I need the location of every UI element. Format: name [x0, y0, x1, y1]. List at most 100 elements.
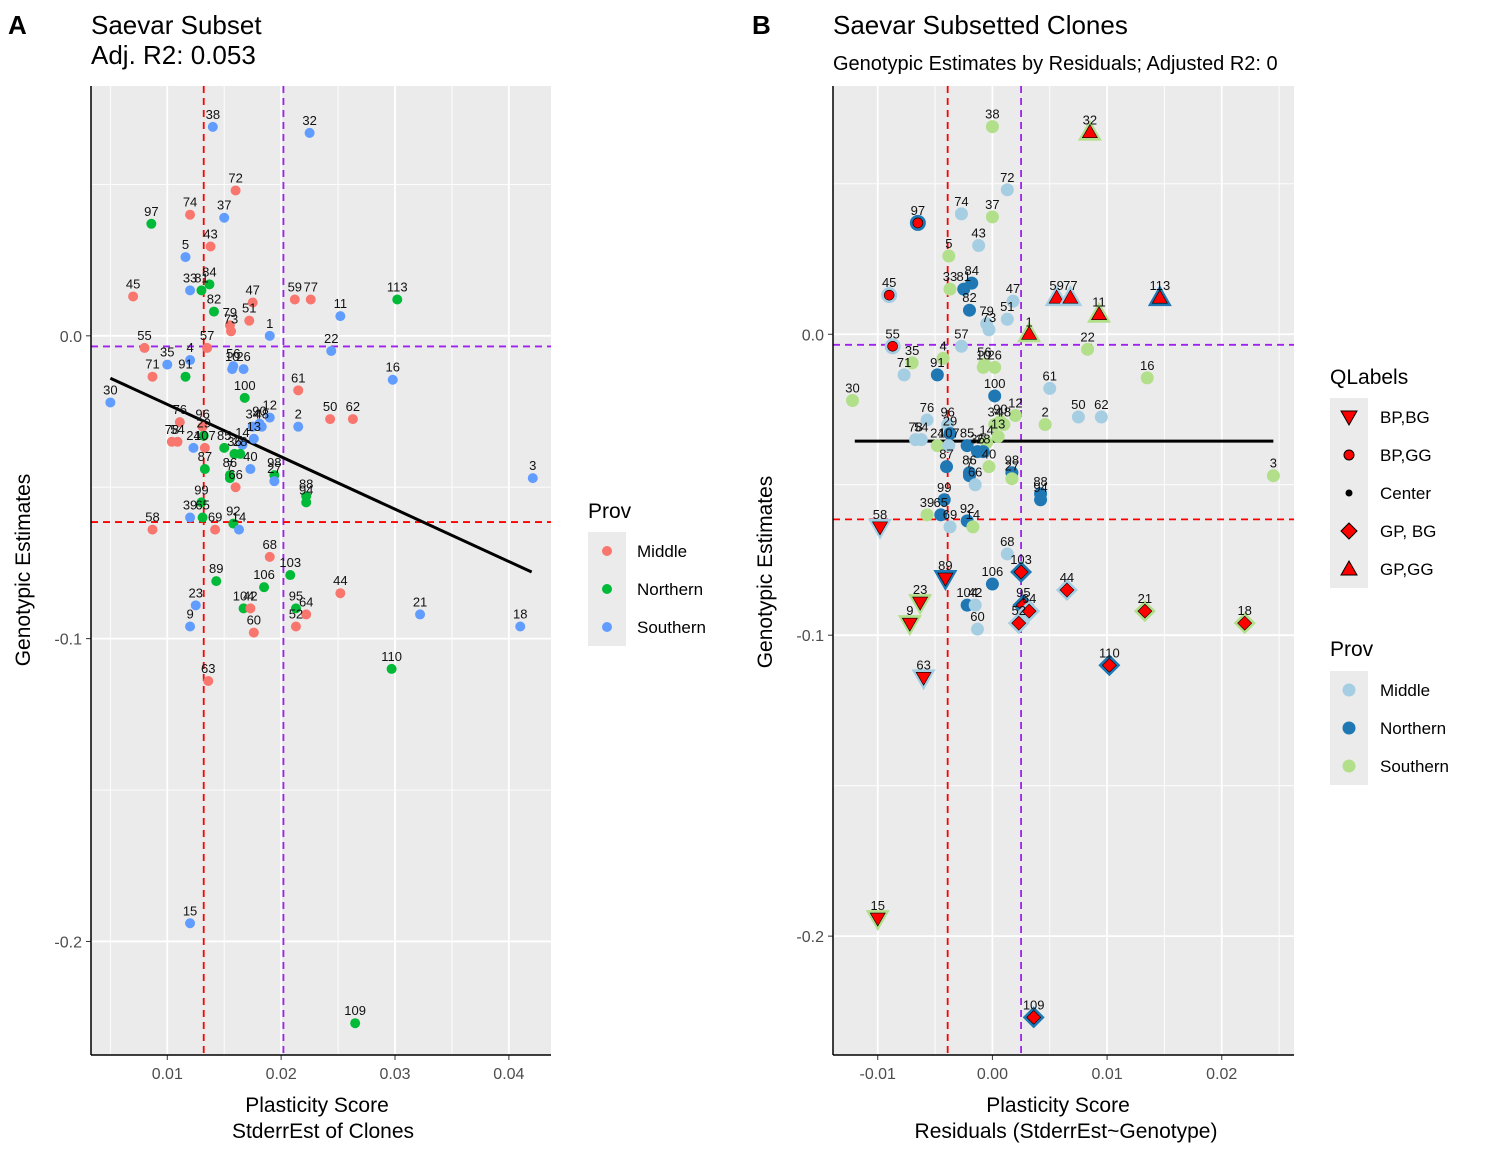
point-label: 54	[914, 420, 928, 435]
point-label: 35	[905, 343, 919, 358]
point-label: 98	[267, 455, 281, 470]
data-point	[1000, 547, 1014, 561]
legend-q-label: BP,GG	[1380, 446, 1432, 465]
point-label: 79	[979, 304, 993, 319]
point-label: 91	[178, 357, 192, 372]
point-label: 100	[984, 376, 1006, 391]
data-point	[415, 609, 426, 620]
data-point	[966, 520, 980, 534]
data-point	[883, 289, 895, 301]
data-point	[988, 389, 1002, 403]
point-label: 18	[513, 607, 527, 622]
point-label: 64	[299, 594, 313, 609]
point-label: 44	[1060, 570, 1074, 585]
point-label: 79	[223, 305, 237, 320]
point-label: 51	[242, 301, 256, 316]
data-point	[147, 524, 158, 535]
point-label: 9	[186, 607, 193, 622]
point-label: 100	[234, 378, 256, 393]
data-point	[985, 577, 999, 591]
point-label: 61	[1043, 368, 1057, 383]
data-point	[954, 339, 968, 353]
data-point	[1101, 657, 1117, 673]
point-label: 84	[965, 263, 979, 278]
legend-q-label: GP, BG	[1380, 522, 1436, 541]
data-point	[290, 603, 301, 614]
data-point	[1094, 410, 1108, 424]
data-point	[325, 414, 336, 425]
point-label: 23	[913, 582, 927, 597]
point-label: 81	[956, 269, 970, 284]
point-label: 65	[195, 498, 209, 513]
point-label: 107	[194, 428, 216, 443]
data-point	[301, 497, 312, 508]
data-point	[190, 600, 201, 611]
data-point	[991, 430, 1005, 444]
data-point	[912, 596, 929, 611]
data-point	[869, 912, 886, 927]
point-label: 30	[103, 382, 117, 397]
data-point	[248, 627, 259, 638]
point-label: 13	[991, 417, 1005, 432]
point-label: 58	[145, 510, 159, 525]
point-label: 94	[299, 482, 313, 497]
data-point	[934, 508, 948, 522]
x-tick-label: 0.02	[1206, 1066, 1237, 1083]
y-tick-label: 0.0	[60, 329, 82, 346]
point-label: 43	[203, 226, 217, 241]
point-label: 39	[183, 498, 197, 513]
point-label: 74	[183, 195, 197, 210]
data-point	[940, 460, 954, 474]
point-label: 82	[207, 292, 221, 307]
data-point	[912, 217, 924, 229]
data-point	[915, 672, 932, 686]
data-point	[219, 442, 230, 453]
data-point	[1048, 289, 1065, 304]
point-label: 95	[289, 588, 303, 603]
point-label: 77	[304, 279, 318, 294]
data-point	[290, 621, 301, 632]
y-tick-label: -0.1	[54, 632, 82, 649]
data-point	[943, 520, 957, 534]
point-label: 87	[198, 449, 212, 464]
legend-b-prov-label: Southern	[1380, 757, 1449, 776]
panel-b-subtitle: Genotypic Estimates by Residuals; Adjust…	[833, 53, 1278, 75]
data-point	[235, 448, 246, 459]
data-point	[245, 464, 256, 475]
point-label: 2	[1042, 405, 1049, 420]
point-label: 57	[954, 326, 968, 341]
data-point	[968, 478, 982, 492]
point-label: 36	[970, 432, 984, 447]
point-label: 84	[202, 264, 216, 279]
x-tick-label: 0.02	[266, 1066, 297, 1083]
data-point	[1000, 312, 1014, 326]
point-label: 76	[920, 400, 934, 415]
point-label: 37	[985, 197, 999, 212]
point-label: 21	[1138, 591, 1152, 606]
point-label: 69	[943, 507, 957, 522]
x-tick-label: 0.01	[152, 1066, 183, 1083]
data-point	[139, 342, 150, 353]
y-tick-label: 0.0	[802, 327, 824, 344]
data-point	[386, 663, 397, 674]
point-label: 52	[289, 607, 303, 622]
point-label: 72	[1000, 170, 1014, 185]
point-label: 88	[299, 476, 313, 491]
data-point	[196, 285, 207, 296]
data-point	[943, 282, 957, 296]
data-point	[968, 598, 982, 612]
data-point	[985, 120, 999, 134]
data-point	[146, 218, 157, 229]
point-label: 103	[1010, 552, 1032, 567]
point-label: 35	[160, 345, 174, 360]
point-label: 71	[897, 355, 911, 370]
point-label: 110	[1099, 645, 1120, 660]
data-point	[970, 622, 984, 636]
data-point	[264, 412, 275, 423]
point-label: 62	[346, 399, 360, 414]
point-label: 63	[201, 661, 215, 676]
fit-line	[109, 376, 533, 574]
data-point	[185, 512, 196, 523]
data-point	[335, 311, 346, 322]
point-label: 54	[170, 422, 184, 437]
